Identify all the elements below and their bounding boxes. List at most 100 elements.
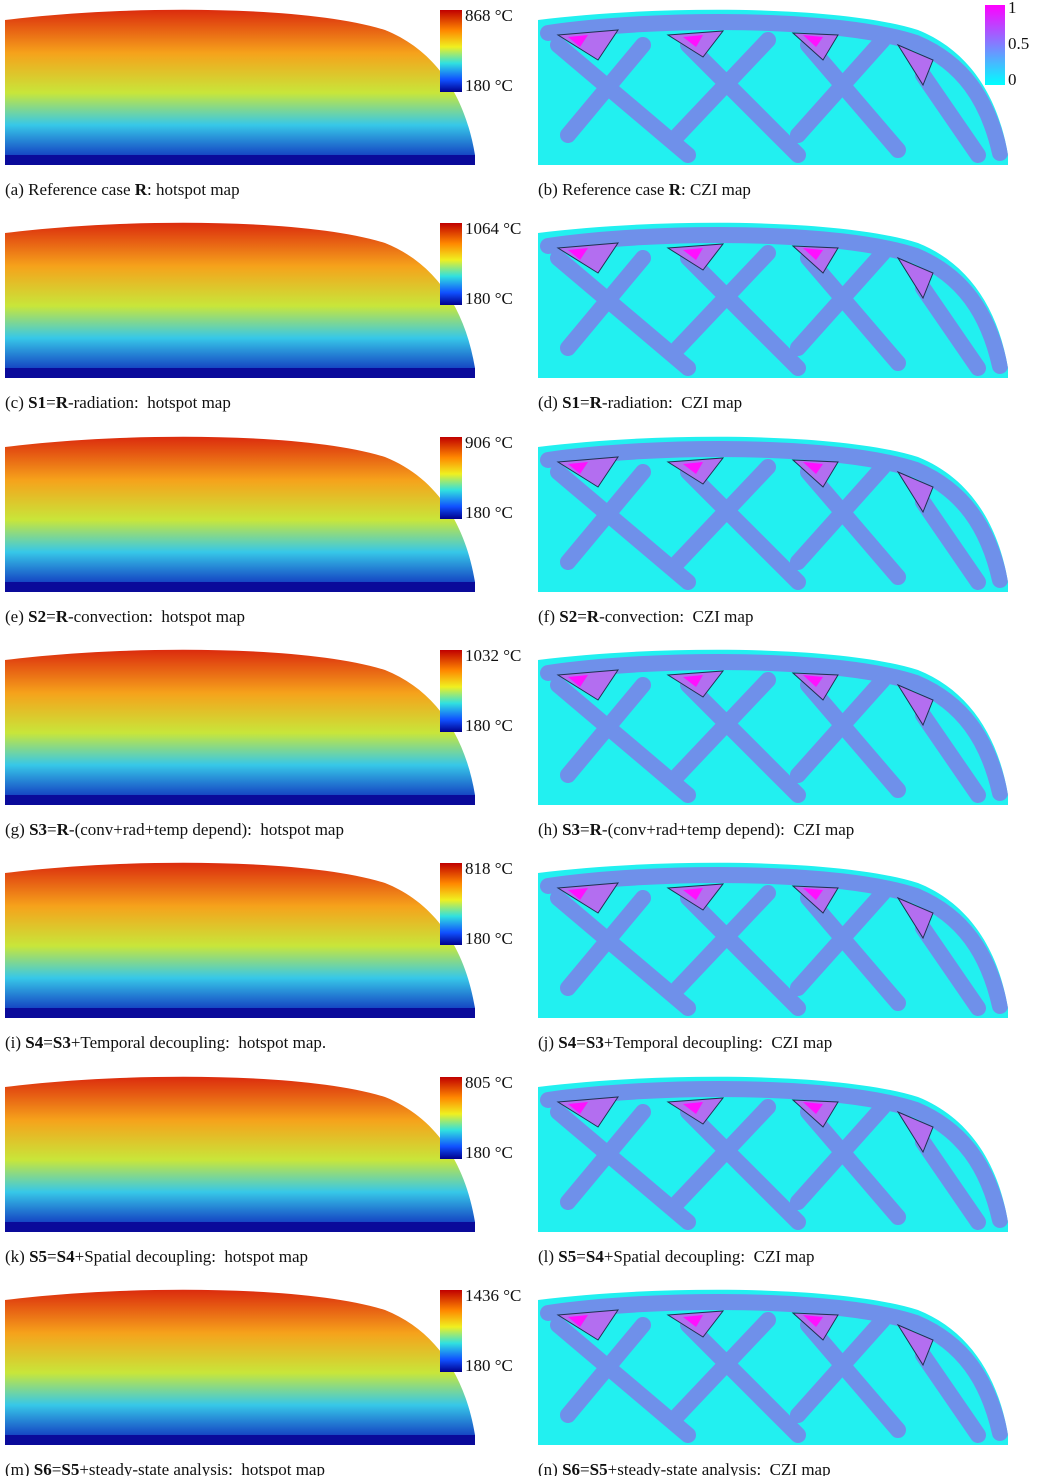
caption-part: R [57,820,70,839]
caption-part: S4 [25,1033,43,1052]
caption-part: (n) [538,1460,562,1476]
caption-part: S5 [61,1460,79,1476]
colorbar [440,863,462,945]
caption-part: S3 [53,1033,71,1052]
caption-part: = [576,1247,586,1266]
hotspot-map [5,5,475,165]
caption: (i) S4=S3+Temporal decoupling: hotspot m… [5,1033,326,1052]
caption: (l) S5=S4+Spatial decoupling: CZI map [538,1247,815,1266]
caption-part: (a) Reference case [5,180,135,199]
caption-part: R [135,180,148,199]
caption-part: S3 [586,1033,604,1052]
caption-part: R [587,607,600,626]
caption-part: = [52,1460,62,1476]
caption-part: R [669,180,682,199]
caption-part: : hotspot map [147,180,240,199]
czi-map [538,1072,1008,1232]
caption-part: S6 [34,1460,52,1476]
caption-part: -radiation: hotspot map [68,393,231,412]
caption-part: = [576,1033,586,1052]
caption-part: (c) [5,393,28,412]
czi-map [538,432,1008,592]
caption-part: S4 [57,1247,75,1266]
caption-part: = [580,1460,590,1476]
colorbar-label: 1 [1008,0,1017,17]
hotspot-map [5,432,475,592]
caption-part: S3 [29,820,47,839]
colorbar-label: 0.5 [1008,34,1029,53]
caption-part: = [580,393,590,412]
czi-map [538,858,1008,1018]
caption: (n) S6=S5+steady-state analysis: CZI map [538,1460,831,1476]
caption-part: S1 [28,393,46,412]
caption-part: = [46,607,56,626]
hotspot-map [5,858,475,1018]
colorbar-max: 906 °C [465,433,513,452]
hotspot-map [5,1072,475,1232]
caption-part: S4 [558,1033,576,1052]
caption-part: R [590,393,603,412]
caption-part: (f) [538,607,559,626]
colorbar-max: 1032 °C [465,646,521,665]
colorbar-min: 180 °C [465,1143,513,1162]
caption-part: S4 [586,1247,604,1266]
colorbar-max: 818 °C [465,859,513,878]
caption-part: +steady-state analysis: hotspot map [79,1460,325,1476]
caption-part: (i) [5,1033,25,1052]
colorbar-min: 180 °C [465,1356,513,1375]
caption-part: : CZI map [681,180,751,199]
caption-part: S3 [562,820,580,839]
caption-part: +Spatial decoupling: hotspot map [75,1247,308,1266]
caption: (k) S5=S4+Spatial decoupling: hotspot ma… [5,1247,308,1266]
caption-part: = [577,607,587,626]
caption-part: -radiation: CZI map [602,393,742,412]
colorbar [440,10,462,92]
caption-part: S5 [29,1247,47,1266]
caption-part: -convection: hotspot map [68,607,245,626]
caption-part: = [46,393,56,412]
caption-part: R [590,820,603,839]
caption-part: = [47,820,57,839]
caption-part: -(conv+rad+temp depend): hotspot map [69,820,344,839]
caption-part: (k) [5,1247,29,1266]
czi-map [538,218,1008,378]
caption-part: (h) [538,820,562,839]
colorbar [440,437,462,519]
caption-part: S1 [562,393,580,412]
colorbar [985,5,1005,85]
colorbar-min: 180 °C [465,503,513,522]
caption-part: -(conv+rad+temp depend): CZI map [602,820,854,839]
caption-part: S2 [28,607,46,626]
caption: (b) Reference case R: CZI map [538,180,751,199]
caption-part: (j) [538,1033,558,1052]
caption-part: (e) [5,607,28,626]
caption: (m) S6=S5+steady-state analysis: hotspot… [5,1460,325,1476]
caption-part: = [47,1247,57,1266]
hotspot-map [5,218,475,378]
caption-part: +Spatial decoupling: CZI map [604,1247,815,1266]
caption: (a) Reference case R: hotspot map [5,180,240,199]
colorbar [440,223,462,305]
caption-part: = [580,820,590,839]
colorbar-min: 180 °C [465,289,513,308]
caption: (h) S3=R-(conv+rad+temp depend): CZI map [538,820,854,839]
caption-part: +steady-state analysis: CZI map [608,1460,831,1476]
colorbar [440,1290,462,1372]
caption: (g) S3=R-(conv+rad+temp depend): hotspot… [5,820,344,839]
caption: (f) S2=R-convection: CZI map [538,607,753,626]
caption: (c) S1=R-radiation: hotspot map [5,393,231,412]
hotspot-map [5,645,475,805]
caption-part: S6 [562,1460,580,1476]
caption-part: R [56,607,69,626]
colorbar-min: 180 °C [465,929,513,948]
caption-part: (g) [5,820,29,839]
colorbar-max: 868 °C [465,6,513,25]
czi-map [538,1285,1008,1445]
caption-part: S5 [590,1460,608,1476]
caption: (j) S4=S3+Temporal decoupling: CZI map [538,1033,832,1052]
caption: (e) S2=R-convection: hotspot map [5,607,245,626]
czi-map [538,645,1008,805]
colorbar [440,1077,462,1159]
colorbar-max: 1436 °C [465,1286,521,1305]
